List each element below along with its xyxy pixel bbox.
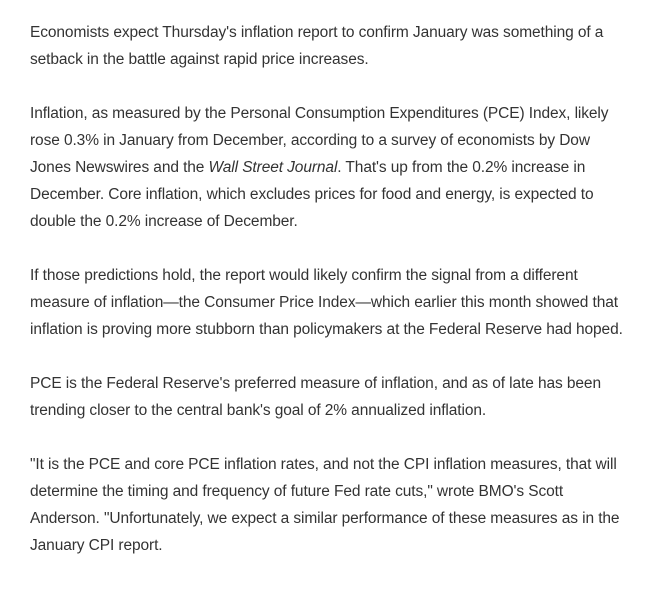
paragraph-pce-forecast: Inflation, as measured by the Personal C… [30, 100, 633, 235]
paragraph-fed-preferred: PCE is the Federal Reserve's preferred m… [30, 375, 601, 419]
publication-name: Wall Street Journal [208, 159, 338, 176]
paragraph-setback: Economists expect Thursday's inflation r… [30, 24, 604, 68]
paragraph-pce-forecast-end: . That's up from the 0.2% increase in De… [30, 159, 594, 230]
paragraph-quote: "It is the PCE and core PCE inflation ra… [30, 456, 620, 554]
paragraph-cpi-signal: If those predictions hold, the report wo… [30, 267, 623, 338]
paragraph-pce-forecast-start: Inflation, as measured by the Personal C… [30, 105, 609, 176]
article-body: Economists expect Thursday's inflation r… [30, 19, 633, 559]
